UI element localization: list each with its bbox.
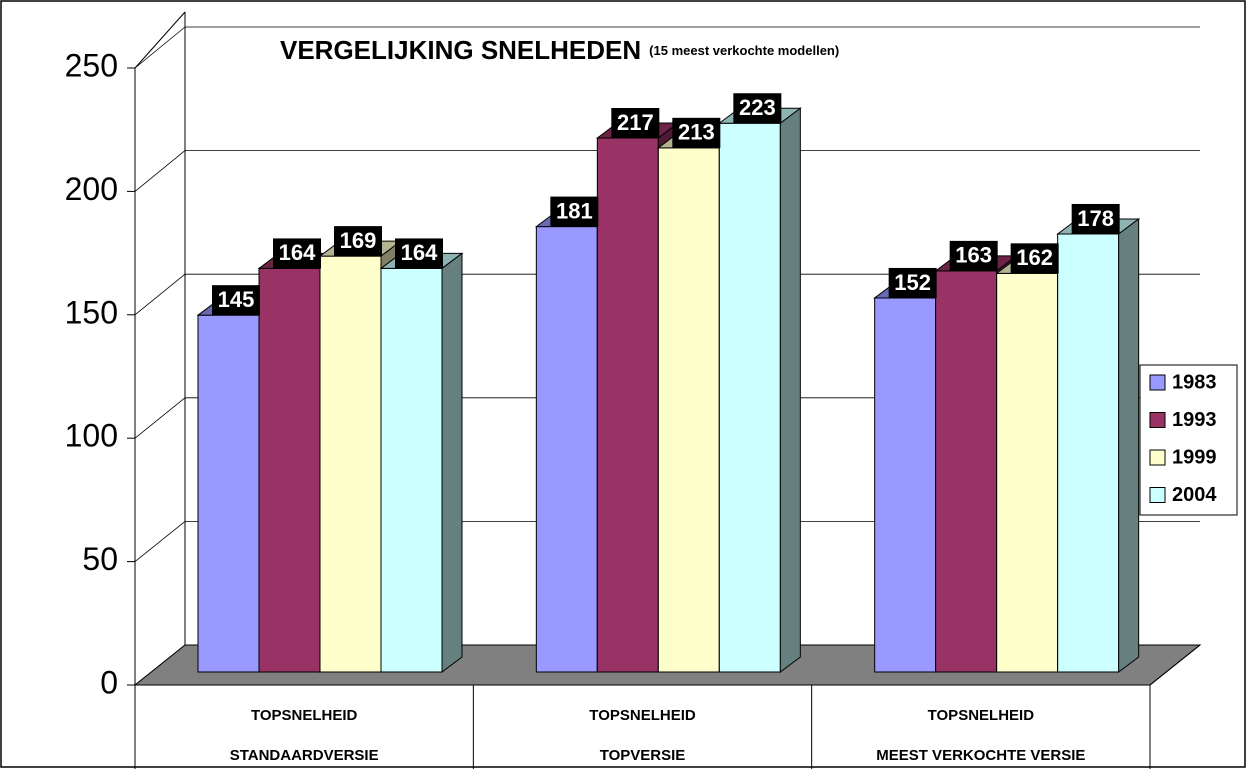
legend-swatch (1149, 412, 1166, 428)
chart-title: VERGELIJKING SNELHEDEN (15 meest verkocht… (280, 35, 839, 65)
data-label-box (733, 93, 782, 124)
y-tick-label: 150 (65, 294, 118, 330)
bar (197, 314, 260, 673)
data-label-box (334, 226, 382, 257)
legend-label: 1983 (1172, 371, 1217, 393)
bar (718, 122, 781, 673)
x-tick-label: STANDAARDVERSIE (230, 747, 379, 764)
y-tick-label: 50 (82, 541, 118, 577)
bar-side (779, 107, 801, 673)
floor-edge (1149, 644, 1201, 686)
side-grid-line (134, 26, 186, 69)
bar (935, 270, 998, 673)
bar (657, 147, 720, 673)
data-label: 164 (279, 240, 316, 265)
data-label: 178 (1077, 206, 1114, 231)
title-main: VERGELIJKING SNELHEDEN (280, 35, 641, 65)
back-wall-top (134, 11, 186, 69)
data-label-box (550, 196, 599, 227)
legend-label: 1999 (1172, 446, 1217, 468)
bar (380, 267, 443, 673)
x-tick-label: TOPSNELHEID (928, 707, 1035, 724)
data-label: 213 (678, 120, 715, 145)
data-label-box (949, 240, 998, 271)
side-grid-line (134, 644, 186, 686)
bar (874, 297, 937, 673)
bar (258, 267, 321, 673)
bar (1057, 233, 1120, 673)
legend-swatch (1149, 374, 1166, 391)
data-label-box (212, 285, 260, 316)
bar (535, 226, 598, 673)
data-label-box (611, 108, 660, 138)
y-tick-label: 250 (65, 47, 118, 83)
y-tick-label: 0 (100, 664, 118, 700)
x-tick-label: TOPVERSIE (600, 747, 686, 764)
data-label: 164 (401, 240, 438, 265)
title-sub: (15 meest verkochte modellen) (649, 43, 839, 58)
data-label: 217 (617, 110, 654, 135)
bar (319, 255, 382, 673)
side-grid-line (134, 397, 186, 439)
side-grid-line (134, 150, 186, 192)
data-label: 181 (556, 198, 593, 223)
data-label: 163 (955, 243, 992, 268)
data-label-box (273, 238, 321, 269)
data-label: 162 (1016, 245, 1053, 270)
bar (596, 137, 659, 673)
data-label-box (395, 238, 443, 269)
data-label: 223 (739, 95, 776, 120)
legend-swatch (1149, 449, 1166, 466)
x-tick-label: TOPSNELHEID (251, 707, 358, 724)
legend-swatch (1149, 487, 1166, 503)
y-tick-label: 100 (65, 418, 118, 454)
side-grid-line (134, 521, 186, 562)
data-label: 145 (218, 287, 255, 312)
x-tick-label: MEEST VERKOCHTE VERSIE (876, 747, 1085, 764)
bar-side (1118, 217, 1140, 673)
data-label: 169 (340, 228, 377, 253)
bar (996, 272, 1059, 673)
data-label-box (1071, 203, 1120, 234)
legend-label: 2004 (1172, 484, 1217, 506)
side-grid-line (134, 273, 186, 316)
data-label-box (888, 267, 937, 298)
bar-side (441, 252, 463, 673)
data-label: 152 (894, 270, 931, 295)
x-tick-label: TOPSNELHEID (589, 707, 696, 724)
data-label-box (672, 117, 721, 148)
y-tick-label: 200 (65, 171, 118, 207)
legend-label: 1993 (1172, 409, 1217, 431)
data-label-box (1010, 243, 1059, 274)
